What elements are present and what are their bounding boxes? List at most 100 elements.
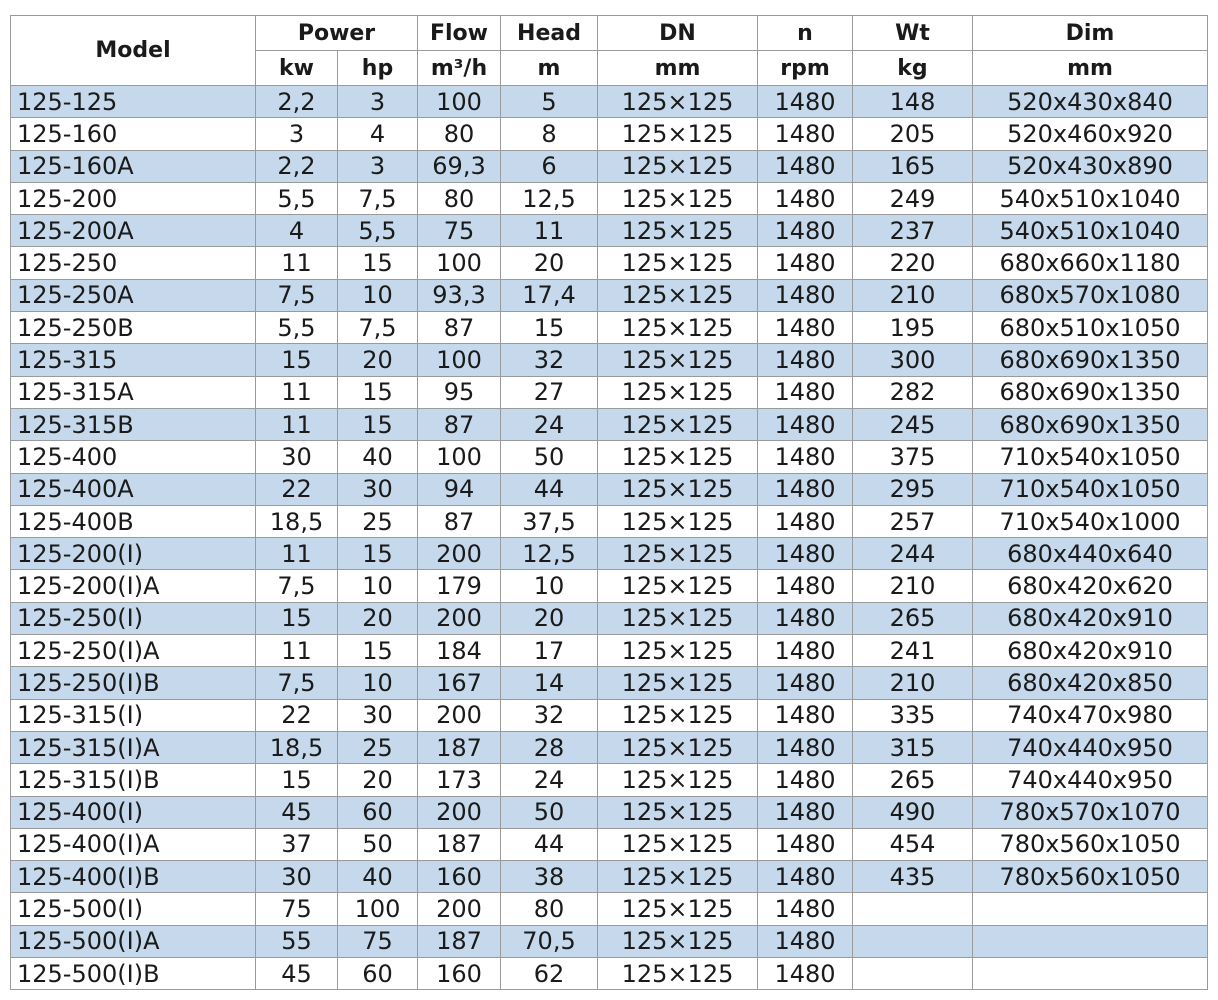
cell-hp: 5,5 — [337, 214, 418, 248]
cell-hp: 3 — [337, 149, 418, 183]
unit-wt: kg — [852, 50, 973, 86]
cell-head: 12,5 — [500, 537, 598, 571]
unit-head: m — [500, 50, 598, 86]
cell-rpm: 1480 — [757, 860, 853, 894]
table-row: 125-400B 18,5 25 87 37,5 125×125 1480 257 710x54… — [10, 504, 1208, 539]
cell-dn: 125×125 — [597, 634, 758, 668]
header-row: Model Power Flow Head DN n Wt Dim — [10, 15, 1208, 86]
col-head: Head — [500, 15, 598, 51]
cell-model: 125-200 — [10, 181, 256, 216]
cell-kw: 3 — [255, 117, 338, 151]
cell-rpm: 1480 — [757, 537, 853, 571]
cell-dim: 780x560x1050 — [972, 827, 1208, 862]
cell-wt: 244 — [852, 537, 973, 571]
cell-dn: 125×125 — [597, 375, 758, 409]
table-row: 125-200A 4 5,5 75 11 125×125 1480 237 540x510x10… — [10, 214, 1208, 248]
cell-model: 125-125 — [10, 84, 256, 119]
cell-dim — [972, 924, 1208, 959]
cell-dim: 520x430x840 — [972, 84, 1208, 119]
cell-rpm: 1480 — [757, 601, 853, 636]
cell-rpm: 1480 — [757, 246, 853, 280]
table-row: 125-315(I) 22 30 200 32 125×125 1480 335 740x470… — [10, 698, 1208, 732]
cell-rpm: 1480 — [757, 827, 853, 862]
cell-dim: 680x660x1180 — [972, 246, 1208, 280]
cell-dn: 125×125 — [597, 924, 758, 959]
cell-flow: 100 — [417, 84, 501, 119]
cell-kw: 2,2 — [255, 84, 338, 119]
cell-flow: 100 — [417, 343, 501, 377]
cell-dn: 125×125 — [597, 795, 758, 829]
cell-flow: 95 — [417, 375, 501, 409]
cell-rpm: 1480 — [757, 375, 853, 409]
cell-head: 32 — [500, 698, 598, 732]
cell-head: 37,5 — [500, 504, 598, 539]
cell-head: 38 — [500, 860, 598, 894]
cell-hp: 3 — [337, 84, 418, 119]
cell-kw: 7,5 — [255, 569, 338, 603]
cell-dim — [972, 957, 1208, 991]
cell-dim: 740x440x950 — [972, 763, 1208, 797]
cell-rpm: 1480 — [757, 117, 853, 151]
table-row: 125-250 11 15 100 20 125×125 1480 220 680x660x11… — [10, 246, 1208, 280]
table-row: 125-160 3 4 80 8 125×125 1480 205 520x460x920 — [10, 117, 1208, 151]
cell-dn: 125×125 — [597, 311, 758, 345]
cell-dn: 125×125 — [597, 504, 758, 539]
cell-wt: 241 — [852, 634, 973, 668]
cell-rpm: 1480 — [757, 730, 853, 765]
cell-head: 8 — [500, 117, 598, 151]
cell-model: 125-315(I)B — [10, 763, 256, 797]
cell-model: 125-200(I)A — [10, 569, 256, 603]
cell-hp: 60 — [337, 795, 418, 829]
cell-head: 80 — [500, 892, 598, 926]
col-wt: Wt — [852, 15, 973, 51]
col-n: n — [757, 15, 853, 51]
cell-dn: 125×125 — [597, 278, 758, 313]
cell-wt: 210 — [852, 569, 973, 603]
cell-kw: 5,5 — [255, 311, 338, 345]
cell-flow: 200 — [417, 698, 501, 732]
cell-head: 10 — [500, 569, 598, 603]
cell-kw: 11 — [255, 375, 338, 409]
cell-rpm: 1480 — [757, 666, 853, 700]
cell-flow: 87 — [417, 407, 501, 442]
cell-hp: 15 — [337, 537, 418, 571]
table-row: 125-315(I)B 15 20 173 24 125×125 1480 265 740x44… — [10, 763, 1208, 797]
pump-spec-table: Model Power Flow Head DN n Wt Dim kw hp … — [10, 15, 1208, 991]
table-row: 125-250A 7,5 10 93,3 17,4 125×125 1480 210 680x5… — [10, 278, 1208, 313]
cell-model: 125-315A — [10, 375, 256, 409]
cell-kw: 22 — [255, 698, 338, 732]
cell-dn: 125×125 — [597, 698, 758, 732]
cell-head: 27 — [500, 375, 598, 409]
table-row: 125-250(I)A 11 15 184 17 125×125 1480 241 680x42… — [10, 634, 1208, 668]
table-row: 125-125 2,2 3 100 5 125×125 1480 148 520x430x840 — [10, 84, 1208, 119]
cell-flow: 167 — [417, 666, 501, 700]
cell-head: 44 — [500, 472, 598, 506]
cell-head: 50 — [500, 795, 598, 829]
cell-head: 17 — [500, 634, 598, 668]
cell-wt: 265 — [852, 763, 973, 797]
cell-dim: 680x420x620 — [972, 569, 1208, 603]
cell-kw: 30 — [255, 440, 338, 474]
cell-dn: 125×125 — [597, 892, 758, 926]
cell-wt: 315 — [852, 730, 973, 765]
cell-dim: 680x570x1080 — [972, 278, 1208, 313]
table-row: 125-500(I) 75 100 200 80 125×125 1480 — [10, 892, 1208, 926]
cell-model: 125-250(I)A — [10, 634, 256, 668]
cell-head: 11 — [500, 214, 598, 248]
cell-head: 44 — [500, 827, 598, 862]
cell-model: 125-500(I)B — [10, 957, 256, 991]
cell-rpm: 1480 — [757, 440, 853, 474]
cell-hp: 10 — [337, 569, 418, 603]
unit-hp: hp — [337, 50, 418, 86]
cell-dn: 125×125 — [597, 763, 758, 797]
cell-dn: 125×125 — [597, 601, 758, 636]
cell-dim: 520x460x920 — [972, 117, 1208, 151]
cell-hp: 7,5 — [337, 311, 418, 345]
cell-kw: 5,5 — [255, 181, 338, 216]
cell-head: 24 — [500, 407, 598, 442]
cell-head: 15 — [500, 311, 598, 345]
table-body: 125-125 2,2 3 100 5 125×125 1480 148 520x430x840… — [10, 84, 1208, 991]
cell-flow: 184 — [417, 634, 501, 668]
cell-hp: 7,5 — [337, 181, 418, 216]
cell-wt: 148 — [852, 84, 973, 119]
